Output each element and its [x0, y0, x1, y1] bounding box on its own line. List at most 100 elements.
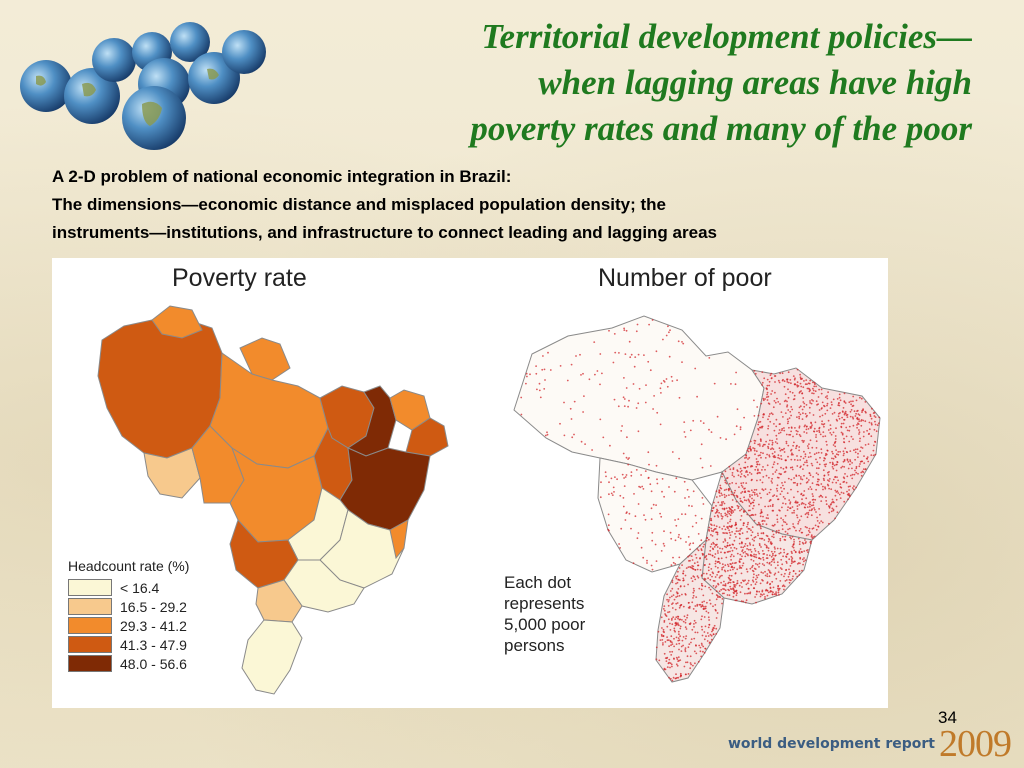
- poor-dot: [790, 453, 793, 456]
- poor-dot: [547, 351, 549, 354]
- poor-dot: [745, 537, 748, 540]
- poor-dot: [750, 479, 753, 482]
- poor-dot: [772, 525, 775, 527]
- poor-dot: [847, 498, 849, 501]
- poor-dot: [693, 562, 696, 565]
- poor-dot: [855, 471, 858, 474]
- poor-dot: [619, 494, 622, 497]
- poor-dot: [803, 450, 805, 453]
- poor-dot: [797, 521, 800, 523]
- poor-dot: [676, 581, 679, 584]
- poor-dot: [812, 392, 815, 395]
- poor-dot: [756, 576, 759, 579]
- poor-dot: [765, 396, 768, 398]
- poor-dot: [693, 576, 696, 578]
- poor-dot: [822, 469, 825, 472]
- poor-dot: [818, 409, 821, 411]
- subtitle-line-3: instruments—institutions, and infrastruc…: [52, 223, 717, 242]
- poor-dot: [796, 385, 799, 388]
- poor-dot: [773, 429, 776, 432]
- poor-dot: [739, 497, 742, 500]
- poor-dot: [773, 423, 775, 425]
- poor-dot: [828, 522, 830, 525]
- poor-dot: [830, 488, 833, 491]
- poor-dot: [704, 585, 707, 588]
- poor-dot: [684, 621, 687, 624]
- poor-dot: [690, 555, 693, 557]
- poor-dot: [678, 659, 680, 662]
- poor-dot: [775, 531, 778, 534]
- poor-dot: [626, 436, 628, 439]
- poor-dot: [703, 631, 706, 633]
- poor-dot: [792, 435, 794, 438]
- poor-dot: [776, 561, 779, 564]
- poor-dot: [827, 419, 830, 422]
- poor-dot: [542, 355, 544, 357]
- poor-dot: [727, 487, 730, 490]
- poor-dot: [740, 581, 743, 584]
- poor-dot: [705, 635, 707, 638]
- poor-dot: [760, 511, 763, 514]
- poor-dot: [760, 593, 762, 596]
- poor-dot: [783, 551, 786, 554]
- poor-dot: [699, 457, 702, 460]
- poor-dot: [653, 395, 655, 397]
- poor-dot: [761, 520, 764, 522]
- poor-dot: [809, 486, 812, 488]
- poor-dot: [758, 557, 761, 559]
- poor-dot: [809, 400, 811, 402]
- poor-dot: [691, 525, 694, 528]
- poor-dot: [801, 569, 803, 572]
- poor-dot: [663, 530, 665, 533]
- poor-dot: [710, 527, 713, 530]
- poor-dot: [806, 414, 808, 417]
- poor-dot: [803, 405, 806, 408]
- poor-dot: [728, 544, 731, 547]
- poor-dot: [715, 633, 718, 635]
- poor-dot: [842, 492, 845, 495]
- poor-dot: [768, 415, 770, 418]
- poor-dot: [824, 486, 826, 489]
- poor-dot: [818, 388, 820, 391]
- poor-dot: [790, 406, 793, 408]
- poor-dot: [663, 652, 666, 655]
- poor-dot: [792, 453, 794, 456]
- poor-dot: [740, 600, 743, 603]
- poor-dot: [843, 441, 846, 444]
- poor-dot: [752, 507, 754, 510]
- poor-dot: [778, 594, 780, 596]
- poor-dot: [627, 463, 630, 466]
- poor-dot: [701, 584, 703, 587]
- poor-dot: [644, 518, 647, 521]
- poor-dot: [757, 460, 759, 463]
- poor-dot: [773, 454, 776, 457]
- poor-dot: [715, 590, 718, 593]
- poor-dot: [659, 423, 662, 426]
- poor-dot: [686, 488, 689, 491]
- poor-dot: [785, 442, 788, 445]
- poor-dot: [852, 488, 855, 491]
- poor-dot: [809, 439, 812, 442]
- poor-dot: [770, 372, 773, 375]
- poor-dot: [666, 625, 669, 628]
- poor-dot: [699, 544, 701, 547]
- poor-dot: [810, 504, 813, 507]
- poor-dot: [856, 448, 859, 451]
- poor-dot: [686, 614, 689, 617]
- poor-dot: [712, 585, 715, 587]
- poor-dot: [762, 397, 765, 400]
- poor-dot: [727, 522, 729, 524]
- poor-dot: [765, 523, 768, 526]
- poor-dot: [773, 561, 776, 564]
- poor-dot: [789, 571, 791, 574]
- poor-dot: [842, 450, 845, 453]
- poor-dot: [832, 398, 835, 401]
- poor-dot: [780, 411, 783, 413]
- poor-dot: [812, 476, 814, 478]
- poor-dot: [818, 522, 821, 524]
- poor-dot: [637, 353, 640, 356]
- poor-dot: [842, 460, 845, 463]
- poor-dot: [663, 545, 666, 547]
- poor-dot: [768, 575, 771, 578]
- poor-dot: [700, 539, 703, 542]
